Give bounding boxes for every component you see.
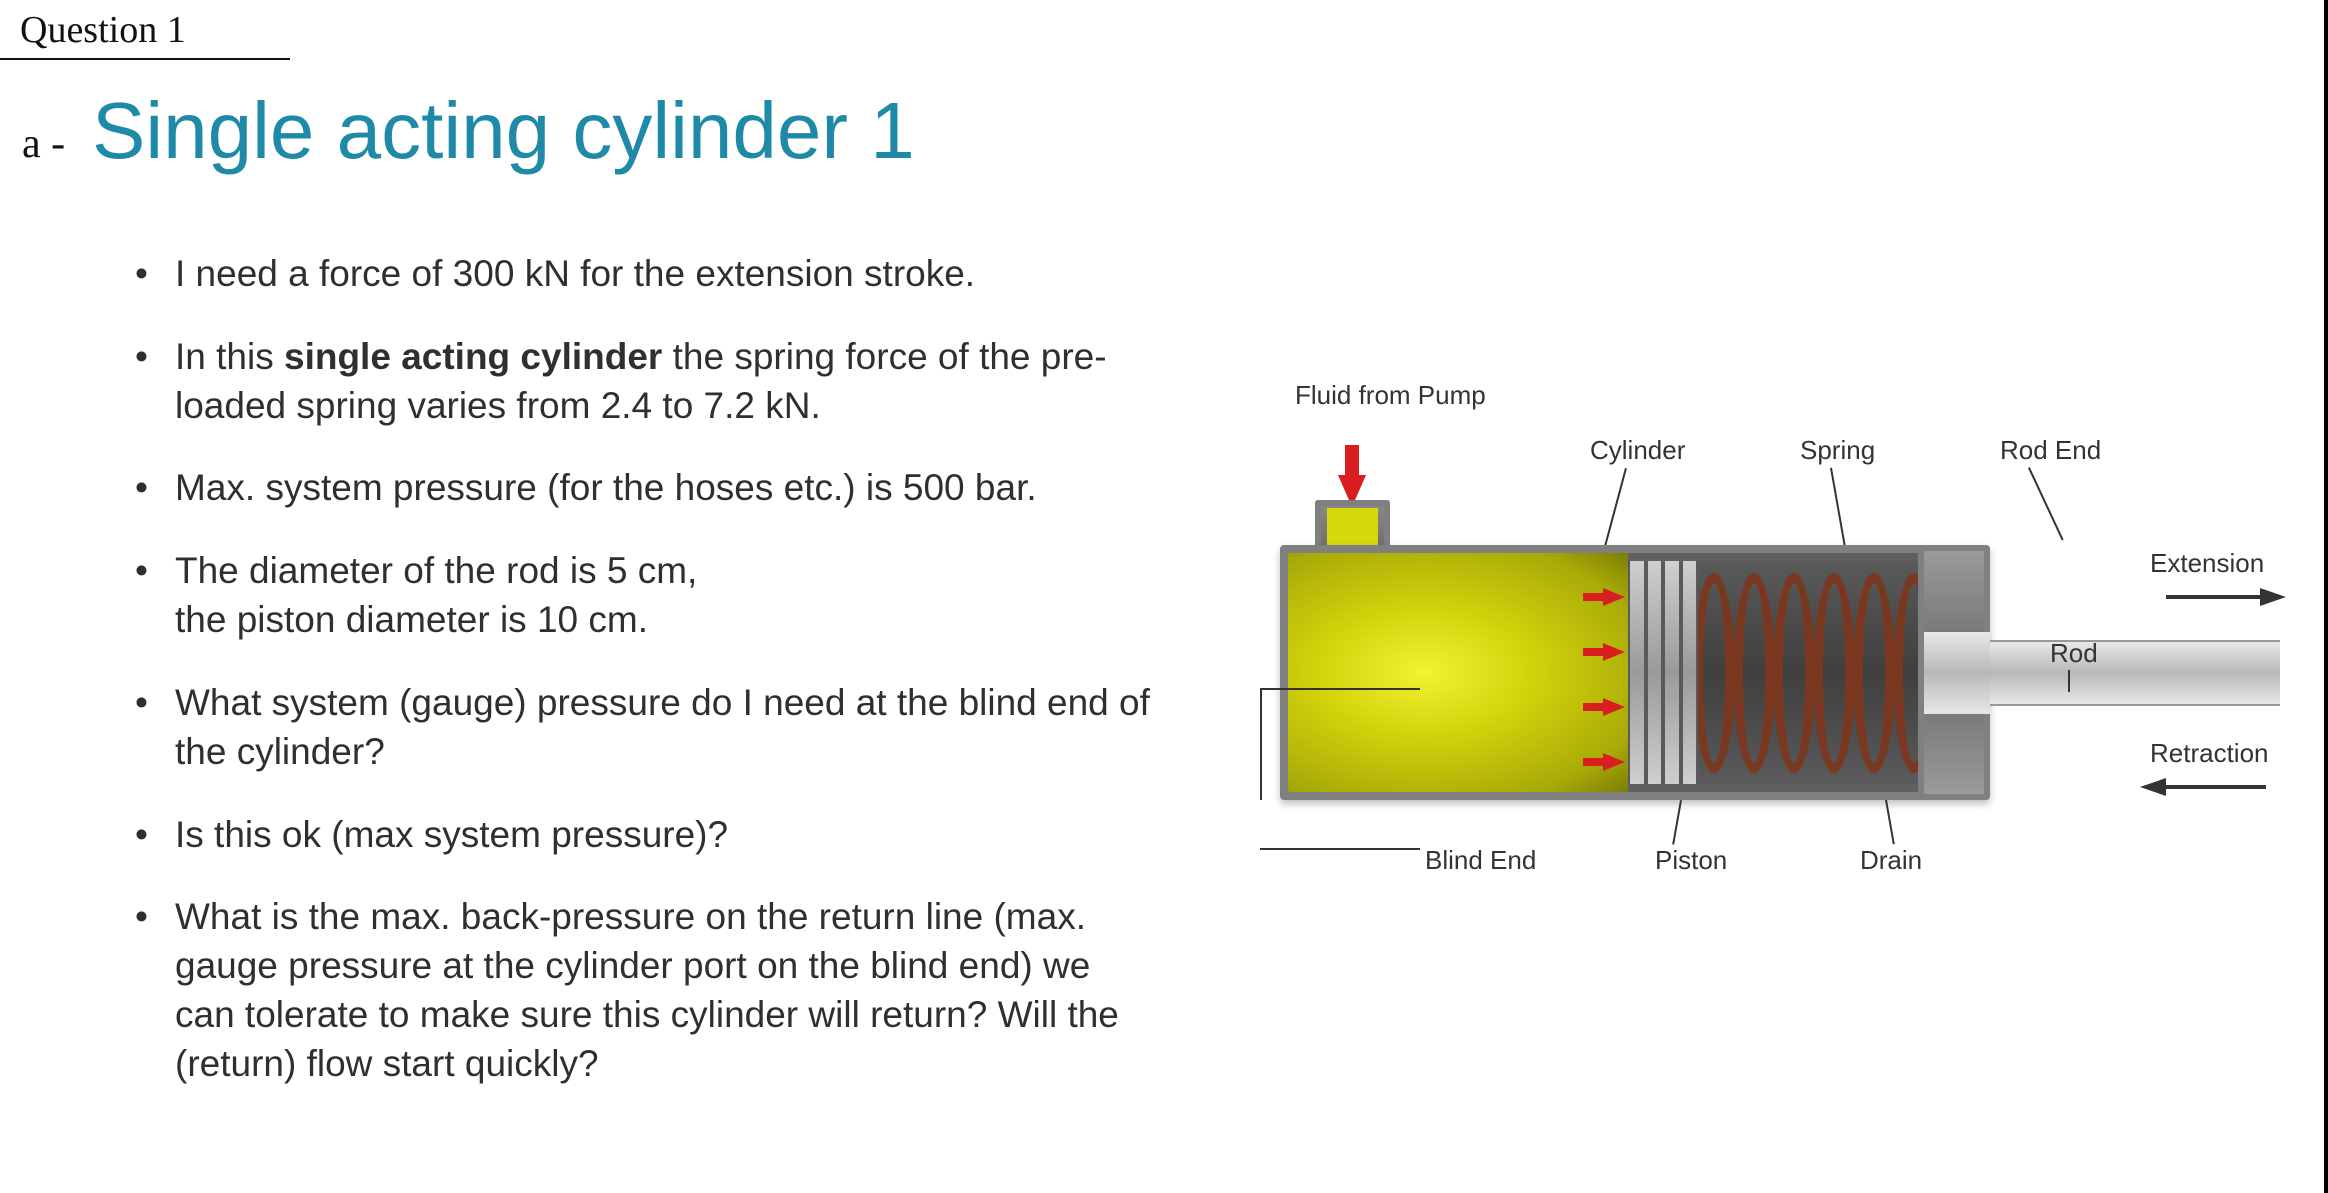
pointer-cylinder [1604, 468, 1627, 546]
label-retraction: Retraction [2150, 738, 2269, 769]
spring-coil [1813, 573, 1855, 773]
bullet-item: The diameter of the rod is 5 cm,the pist… [135, 547, 1155, 645]
piston-plate [1663, 561, 1681, 784]
bullet-list: I need a force of 300 kN for the extensi… [135, 250, 1155, 1089]
label-rod-end: Rod End [2000, 435, 2101, 466]
bullet-item: Max. system pressure (for the hoses etc.… [135, 464, 1155, 513]
cylinder-diagram: Fluid from Pump Cylinder Spring Rod End … [1220, 380, 2280, 860]
bullet-list-container: I need a force of 300 kN for the extensi… [135, 250, 1155, 1123]
label-fluid-from-pump: Fluid from Pump [1295, 380, 1486, 411]
extension-arrow-icon [2260, 588, 2286, 606]
flow-arrow-icon [1603, 588, 1625, 606]
spring-coil [1773, 573, 1815, 773]
slide-page: Question 1 a - Single acting cylinder 1 … [0, 0, 2328, 1193]
bullet-item: What system (gauge) pressure do I need a… [135, 679, 1155, 777]
pointer-drain [1885, 800, 1895, 845]
flow-arrow-icon [1603, 753, 1625, 771]
pointer-blind-end-v [1260, 690, 1262, 800]
label-drain: Drain [1860, 845, 1922, 876]
label-spring: Spring [1800, 435, 1875, 466]
bullet-item: Is this ok (max system pressure)? [135, 811, 1155, 860]
spring-coil [1698, 573, 1735, 773]
pointer-piston [1672, 800, 1682, 845]
diagram-rod-passthrough [1924, 632, 1990, 714]
retraction-arrow-icon [2140, 778, 2166, 796]
bullet-item: I need a force of 300 kN for the extensi… [135, 250, 1155, 299]
diagram-rod [1990, 640, 2280, 706]
bullet-item: In this single acting cylinder the sprin… [135, 333, 1155, 431]
spring-coil [1853, 573, 1895, 773]
label-cylinder: Cylinder [1590, 435, 1685, 466]
piston-plate [1646, 561, 1664, 784]
pointer-rod [2068, 670, 2070, 692]
diagram-piston [1628, 561, 1698, 784]
handwritten-underline [0, 58, 290, 60]
pointer-rod-end [2028, 467, 2064, 540]
flow-arrow-icon [1603, 643, 1625, 661]
pointer-spring [1830, 468, 1848, 557]
bullet-item: What is the max. back-pressure on the re… [135, 893, 1155, 1088]
label-piston: Piston [1655, 845, 1727, 876]
pointer-blind-end-h [1260, 688, 1420, 690]
pointer-blind-end-h2 [1260, 848, 1420, 850]
spring-coil [1733, 573, 1775, 773]
piston-plate [1681, 561, 1699, 784]
handwritten-question-label: Question 1 [20, 8, 186, 52]
label-extension: Extension [2150, 548, 2264, 579]
slide-title: Single acting cylinder 1 [92, 85, 915, 177]
diagram-cylinder-body [1280, 545, 1990, 800]
handwritten-part-label: a - [22, 120, 65, 168]
piston-plate [1628, 561, 1646, 784]
label-rod: Rod [2050, 638, 2098, 669]
diagram-fluid-zone [1288, 553, 1628, 792]
label-blind-end: Blind End [1425, 845, 1536, 876]
flow-arrow-icon [1603, 698, 1625, 716]
